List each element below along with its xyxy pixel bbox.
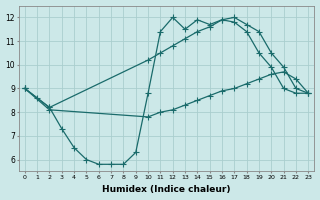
X-axis label: Humidex (Indice chaleur): Humidex (Indice chaleur) (102, 185, 231, 194)
